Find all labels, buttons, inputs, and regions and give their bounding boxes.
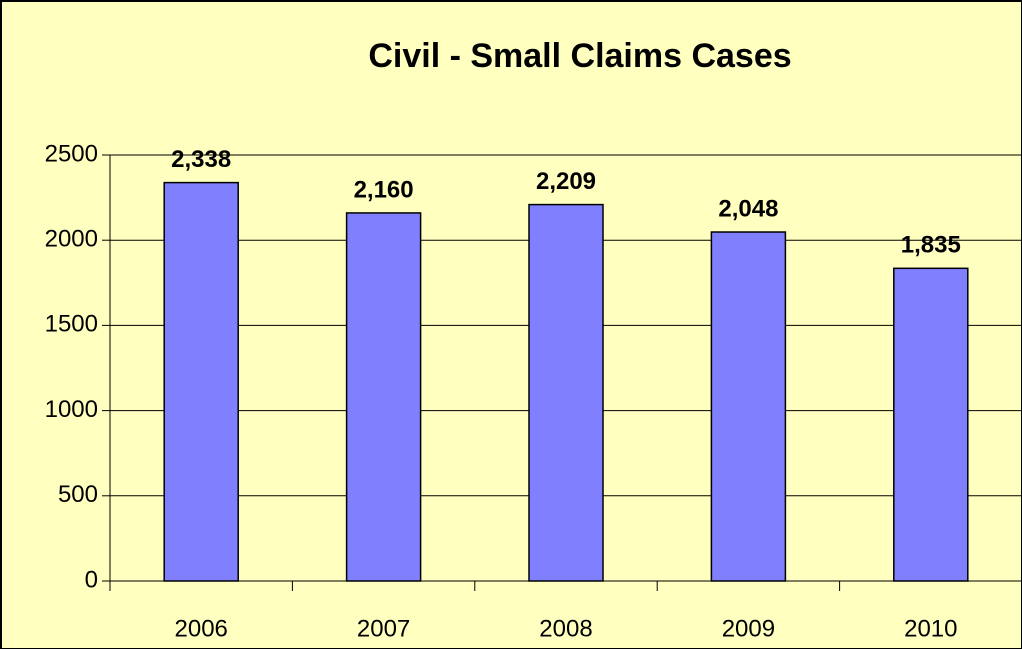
bar (528, 203, 604, 582)
bar (163, 181, 239, 582)
value-label: 2,048 (718, 195, 778, 222)
x-tick-label: 2009 (722, 615, 775, 642)
x-tick-label: 2006 (175, 615, 228, 642)
x-tick-label: 2007 (357, 615, 410, 642)
x-tick-label: 2010 (904, 615, 957, 642)
bar (710, 231, 787, 582)
value-label: 1,835 (901, 232, 961, 259)
bar (893, 267, 969, 582)
y-tick-label: 1500 (45, 311, 98, 338)
y-tick-label: 2000 (45, 226, 98, 253)
bar (345, 212, 422, 582)
chart-title: Civil - Small Claims Cases (368, 37, 791, 75)
value-label: 2,160 (354, 176, 414, 203)
y-tick-label: 0 (85, 566, 98, 593)
y-tick-label: 1000 (45, 396, 98, 423)
y-tick-label: 2500 (45, 140, 98, 167)
value-label: 2,209 (536, 168, 596, 195)
value-label: 2,338 (171, 146, 231, 173)
y-tick-label: 500 (58, 481, 98, 508)
x-tick-label: 2008 (539, 615, 592, 642)
